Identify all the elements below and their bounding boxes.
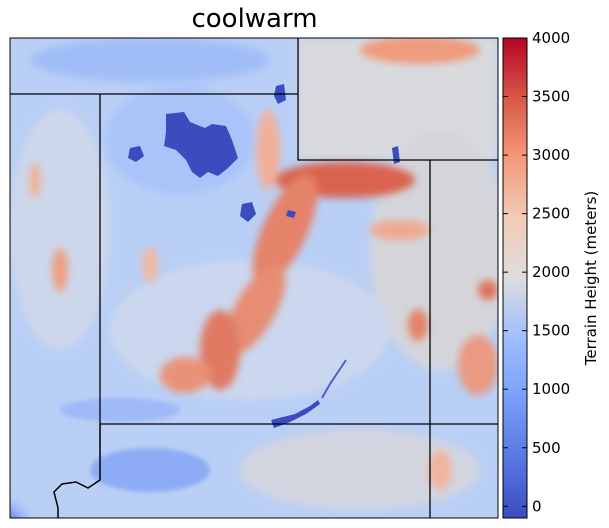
map-title: coolwarm <box>191 4 318 34</box>
colorbar-tick-label: 2500 <box>532 205 570 223</box>
colorbar: 4000 3500 3000 2500 2000 1500 1000 500 0 Terrain… <box>502 29 600 519</box>
colorbar-gradient <box>502 37 528 519</box>
terrain-map <box>10 38 498 518</box>
colorbar-tick-label: 0 <box>532 497 542 515</box>
colorbar-tick-label: 3500 <box>532 88 570 106</box>
map-frame <box>9 37 499 519</box>
colorbar-tick-label: 3000 <box>532 146 570 164</box>
colorbar-label: Terrain Height (meters) <box>582 191 600 367</box>
colorbar-ticks: 4000 3500 3000 2500 2000 1500 1000 500 0 <box>503 29 570 515</box>
colorbar-tick-label: 1000 <box>532 380 570 398</box>
state-boundaries <box>10 38 498 518</box>
colorbar-tick-label: 2000 <box>532 263 570 281</box>
colorbar-tick-label: 4000 <box>532 29 570 47</box>
colorbar-tick-label: 500 <box>532 439 561 457</box>
colorbar-tick-label: 1500 <box>532 322 570 340</box>
